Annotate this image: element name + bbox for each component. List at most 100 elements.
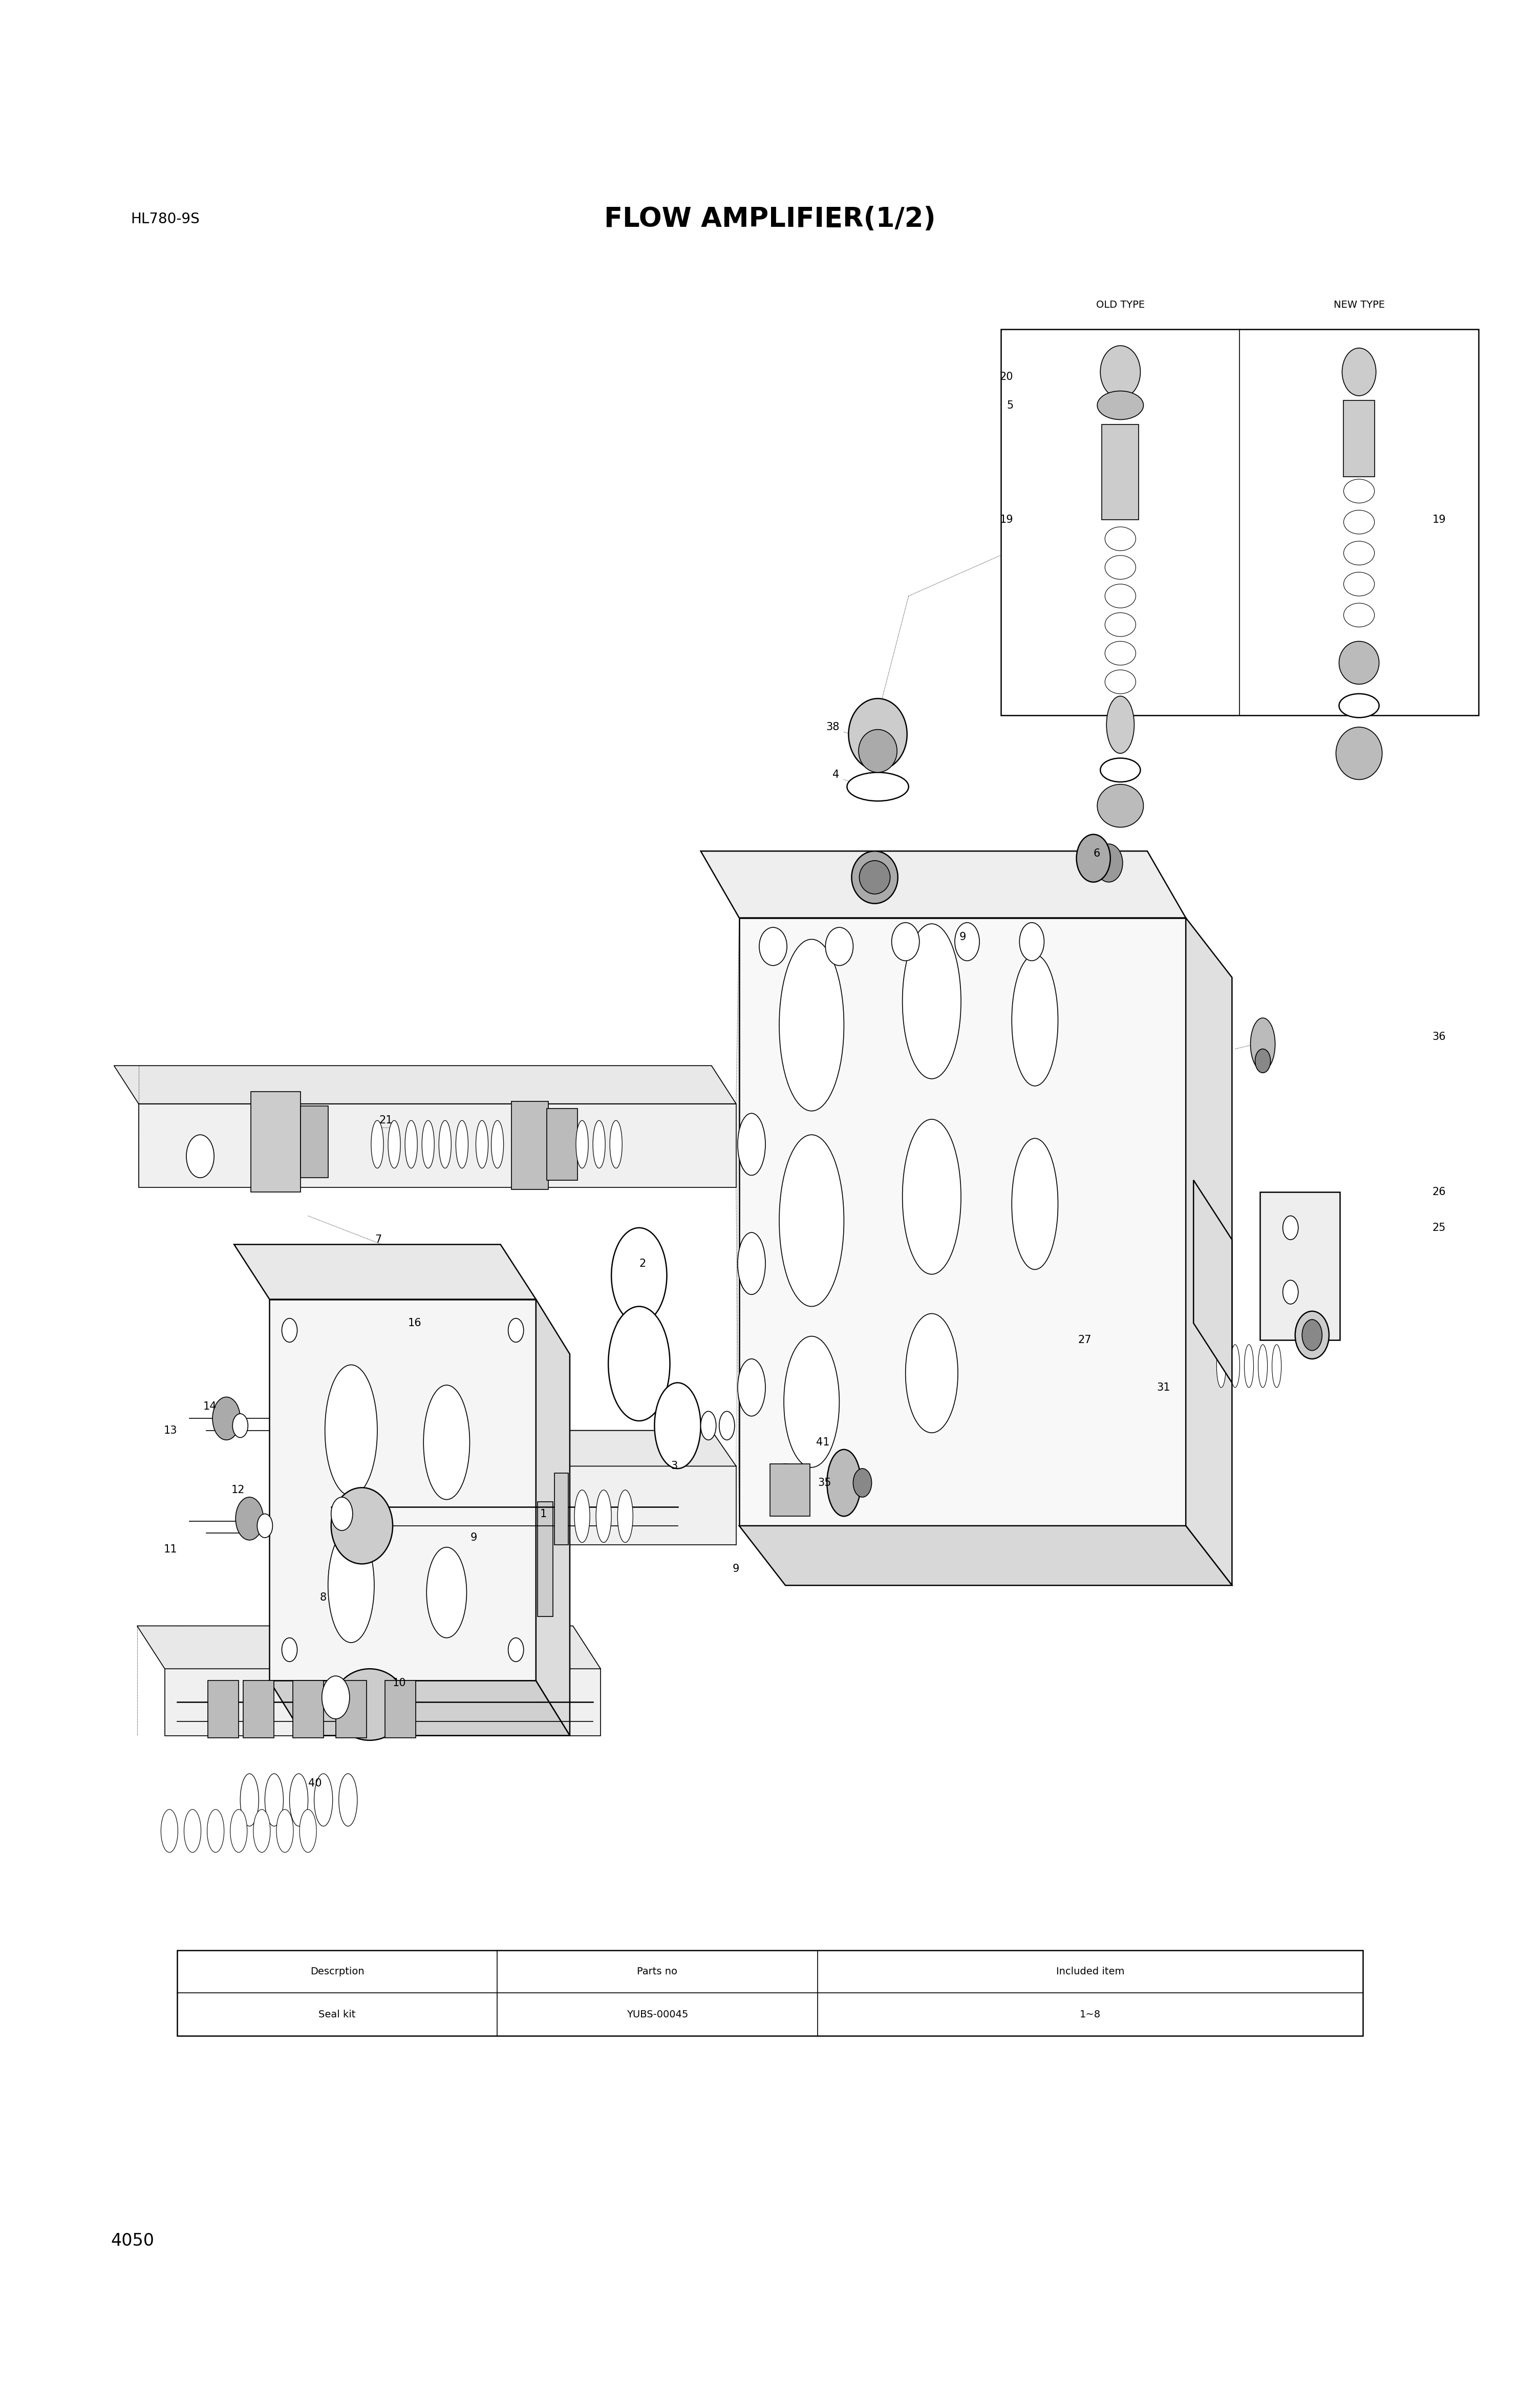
Ellipse shape	[618, 1490, 633, 1542]
Ellipse shape	[439, 1120, 451, 1168]
Bar	[547, 1109, 578, 1180]
Ellipse shape	[608, 1306, 670, 1421]
Ellipse shape	[847, 772, 909, 801]
Ellipse shape	[1250, 1018, 1275, 1070]
Bar	[554, 1473, 568, 1545]
Polygon shape	[1194, 1180, 1232, 1383]
Ellipse shape	[1076, 834, 1110, 882]
Ellipse shape	[574, 1490, 590, 1542]
Ellipse shape	[231, 1809, 246, 1852]
Text: HL780-9S: HL780-9S	[131, 212, 200, 226]
Ellipse shape	[160, 1809, 177, 1852]
Text: 2: 2	[639, 1259, 645, 1268]
Ellipse shape	[1344, 479, 1375, 503]
Polygon shape	[137, 1626, 601, 1669]
Ellipse shape	[906, 1314, 958, 1433]
Ellipse shape	[1106, 613, 1137, 637]
Text: 38: 38	[825, 722, 839, 732]
Text: Seal kit: Seal kit	[319, 2010, 356, 2019]
Text: 19: 19	[1432, 515, 1446, 524]
Bar	[251, 1092, 300, 1192]
Text: 31: 31	[1157, 1383, 1170, 1392]
Ellipse shape	[738, 1359, 765, 1416]
Polygon shape	[139, 1104, 736, 1187]
Text: 40: 40	[308, 1778, 322, 1788]
Ellipse shape	[1283, 1216, 1298, 1240]
Bar	[208, 1681, 239, 1738]
Ellipse shape	[1106, 696, 1133, 753]
Polygon shape	[300, 1466, 736, 1545]
Ellipse shape	[892, 923, 919, 961]
Ellipse shape	[610, 1120, 622, 1168]
Ellipse shape	[902, 923, 961, 1078]
Ellipse shape	[328, 1528, 374, 1643]
Bar	[293, 1681, 323, 1738]
Ellipse shape	[738, 1113, 765, 1175]
Ellipse shape	[738, 1233, 765, 1295]
Ellipse shape	[1344, 510, 1375, 534]
Text: 3: 3	[671, 1461, 678, 1471]
Ellipse shape	[456, 1120, 468, 1168]
Ellipse shape	[1272, 1345, 1281, 1387]
Ellipse shape	[427, 1547, 467, 1638]
Ellipse shape	[299, 1809, 317, 1852]
Ellipse shape	[1255, 1049, 1270, 1073]
Ellipse shape	[314, 1774, 333, 1826]
Ellipse shape	[1283, 1280, 1298, 1304]
Text: 41: 41	[816, 1438, 830, 1447]
Text: 26: 26	[1432, 1187, 1446, 1197]
Bar	[511, 1101, 548, 1190]
Text: 35: 35	[818, 1478, 832, 1488]
Text: 1~8: 1~8	[1080, 2010, 1101, 2019]
Ellipse shape	[331, 1488, 393, 1564]
Ellipse shape	[333, 1669, 407, 1740]
Polygon shape	[270, 1681, 570, 1736]
Bar	[1343, 401, 1374, 477]
Ellipse shape	[236, 1497, 263, 1540]
Text: 13: 13	[163, 1426, 177, 1435]
Bar	[336, 1681, 367, 1738]
Ellipse shape	[424, 1385, 470, 1500]
Ellipse shape	[849, 699, 907, 770]
Text: 21: 21	[379, 1116, 393, 1125]
Ellipse shape	[859, 730, 896, 772]
Ellipse shape	[1101, 346, 1140, 398]
Ellipse shape	[185, 1809, 200, 1852]
Ellipse shape	[508, 1638, 524, 1662]
Ellipse shape	[784, 1335, 839, 1466]
Ellipse shape	[282, 1318, 297, 1342]
Ellipse shape	[1217, 1345, 1226, 1387]
Ellipse shape	[1101, 758, 1140, 782]
Ellipse shape	[213, 1397, 240, 1440]
Bar	[1001, 329, 1478, 715]
Ellipse shape	[388, 1120, 400, 1168]
Text: NEW TYPE: NEW TYPE	[1334, 300, 1384, 310]
Bar	[385, 1681, 416, 1738]
Text: 5: 5	[1007, 401, 1013, 410]
Ellipse shape	[1301, 1321, 1323, 1349]
Text: 9: 9	[733, 1564, 739, 1573]
Ellipse shape	[1012, 1140, 1058, 1268]
Ellipse shape	[1230, 1345, 1240, 1387]
Ellipse shape	[593, 1120, 605, 1168]
Text: 12: 12	[231, 1485, 245, 1495]
Bar	[537, 1502, 553, 1616]
Ellipse shape	[233, 1414, 248, 1438]
Ellipse shape	[491, 1120, 504, 1168]
Ellipse shape	[1344, 541, 1375, 565]
Ellipse shape	[371, 1120, 383, 1168]
Ellipse shape	[1019, 923, 1044, 961]
Ellipse shape	[508, 1318, 524, 1342]
Ellipse shape	[322, 1676, 350, 1719]
Ellipse shape	[719, 1411, 735, 1440]
Ellipse shape	[476, 1120, 488, 1168]
Ellipse shape	[1337, 727, 1383, 780]
Ellipse shape	[325, 1364, 377, 1497]
Text: 16: 16	[408, 1318, 422, 1328]
Ellipse shape	[827, 1449, 861, 1516]
Ellipse shape	[240, 1774, 259, 1826]
Ellipse shape	[1258, 1345, 1267, 1387]
Ellipse shape	[1106, 584, 1137, 608]
Ellipse shape	[1343, 348, 1377, 396]
Ellipse shape	[611, 1228, 667, 1323]
